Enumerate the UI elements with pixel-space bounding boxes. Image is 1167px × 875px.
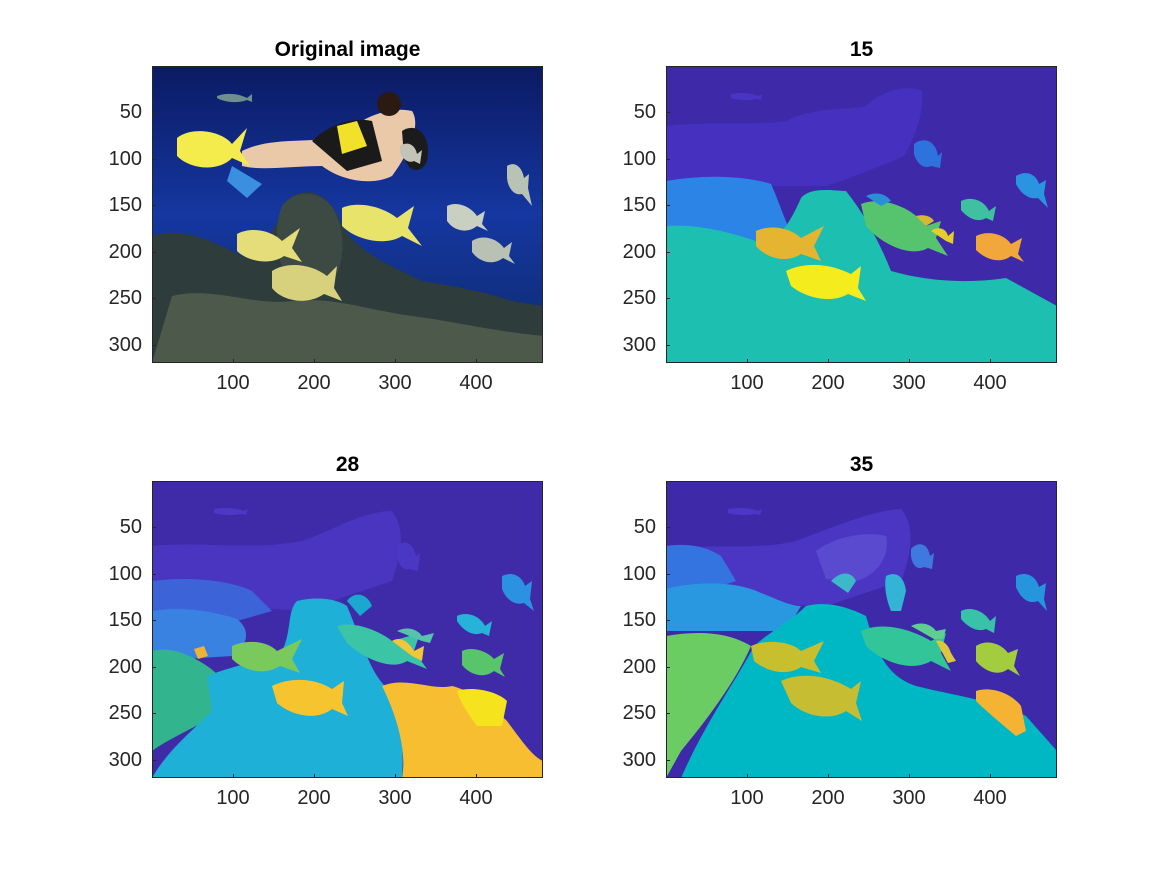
y-tick-label: 250 bbox=[108, 287, 142, 309]
x-tick-mark bbox=[233, 774, 234, 778]
x-tick-mark bbox=[233, 359, 234, 363]
x-tick-mark bbox=[476, 774, 477, 778]
y-tick-mark bbox=[152, 667, 156, 668]
x-tick-mark bbox=[909, 774, 910, 778]
x-tick-mark bbox=[828, 774, 829, 778]
x-tick-label: 400 bbox=[973, 372, 1007, 394]
x-tick-label: 300 bbox=[892, 372, 926, 394]
x-tick-label: 200 bbox=[811, 787, 845, 809]
x-tick-label: 400 bbox=[459, 372, 493, 394]
y-tick-label: 250 bbox=[622, 702, 656, 724]
x-tick-label: 100 bbox=[730, 372, 764, 394]
y-tick-mark bbox=[666, 345, 670, 346]
x-tick-mark bbox=[395, 774, 396, 778]
y-tick-mark bbox=[666, 574, 670, 575]
y-tick-label: 200 bbox=[108, 241, 142, 263]
y-tick-mark bbox=[152, 298, 156, 299]
y-tick-mark bbox=[666, 527, 670, 528]
y-tick-label: 100 bbox=[622, 563, 656, 585]
x-tick-label: 300 bbox=[378, 372, 412, 394]
y-tick-label: 300 bbox=[622, 749, 656, 771]
panel-seg35: 35 50 100 150 200 250 300 100 200 300 40… bbox=[623, 453, 1057, 809]
y-tick-label: 200 bbox=[108, 656, 142, 678]
panel-original: Original image bbox=[109, 38, 543, 394]
panel-seg15: 15 50 100 150 200 250 300 100 200 300 40… bbox=[623, 38, 1057, 394]
segmentation-map-15 bbox=[666, 66, 1057, 363]
x-tick-mark bbox=[476, 359, 477, 363]
y-tick-label: 100 bbox=[108, 148, 142, 170]
y-tick-label: 50 bbox=[119, 101, 142, 123]
x-tick-label: 400 bbox=[973, 787, 1007, 809]
x-tick-label: 200 bbox=[297, 787, 331, 809]
x-tick-mark bbox=[395, 359, 396, 363]
y-tick-mark bbox=[152, 345, 156, 346]
x-tick-label: 100 bbox=[216, 372, 250, 394]
y-tick-mark bbox=[666, 298, 670, 299]
y-tick-mark bbox=[152, 574, 156, 575]
y-tick-mark bbox=[152, 527, 156, 528]
y-tick-label: 150 bbox=[622, 194, 656, 216]
y-tick-mark bbox=[152, 252, 156, 253]
x-tick-label: 300 bbox=[892, 787, 926, 809]
y-tick-label: 150 bbox=[622, 609, 656, 631]
y-tick-label: 100 bbox=[108, 563, 142, 585]
panel-title: 35 bbox=[849, 453, 874, 476]
y-tick-mark bbox=[666, 112, 670, 113]
y-tick-label: 100 bbox=[622, 148, 656, 170]
y-tick-mark bbox=[666, 252, 670, 253]
y-tick-mark bbox=[666, 760, 670, 761]
y-tick-mark bbox=[666, 620, 670, 621]
y-tick-mark bbox=[152, 760, 156, 761]
x-tick-label: 300 bbox=[378, 787, 412, 809]
y-tick-label: 300 bbox=[622, 334, 656, 356]
y-tick-label: 50 bbox=[633, 516, 656, 538]
y-tick-mark bbox=[152, 205, 156, 206]
panel-seg28: 28 50 100 150 200 250 300 100 200 300 40… bbox=[109, 453, 543, 809]
panel-title: 28 bbox=[335, 453, 360, 476]
y-tick-label: 250 bbox=[622, 287, 656, 309]
x-tick-mark bbox=[990, 774, 991, 778]
x-tick-label: 200 bbox=[811, 372, 845, 394]
y-tick-label: 250 bbox=[108, 702, 142, 724]
panel-title: Original image bbox=[274, 38, 421, 61]
y-tick-label: 200 bbox=[622, 241, 656, 263]
y-tick-label: 50 bbox=[119, 516, 142, 538]
x-tick-mark bbox=[314, 359, 315, 363]
x-tick-mark bbox=[314, 774, 315, 778]
y-tick-label: 300 bbox=[108, 749, 142, 771]
y-tick-mark bbox=[152, 620, 156, 621]
x-tick-label: 200 bbox=[297, 372, 331, 394]
x-tick-mark bbox=[990, 359, 991, 363]
y-tick-label: 300 bbox=[108, 334, 142, 356]
x-tick-mark bbox=[747, 774, 748, 778]
y-tick-mark bbox=[666, 159, 670, 160]
y-tick-mark bbox=[666, 667, 670, 668]
y-tick-label: 150 bbox=[108, 609, 142, 631]
y-tick-mark bbox=[152, 112, 156, 113]
x-tick-label: 100 bbox=[216, 787, 250, 809]
x-tick-mark bbox=[828, 359, 829, 363]
x-tick-mark bbox=[747, 359, 748, 363]
x-tick-label: 100 bbox=[730, 787, 764, 809]
y-tick-mark bbox=[152, 159, 156, 160]
y-tick-mark bbox=[666, 205, 670, 206]
y-tick-label: 50 bbox=[633, 101, 656, 123]
x-tick-mark bbox=[909, 359, 910, 363]
x-tick-label: 400 bbox=[459, 787, 493, 809]
y-tick-label: 200 bbox=[622, 656, 656, 678]
segmentation-map-28 bbox=[152, 481, 543, 778]
y-tick-label: 150 bbox=[108, 194, 142, 216]
segmentation-map-35 bbox=[666, 481, 1057, 778]
y-tick-mark bbox=[666, 713, 670, 714]
original-photo bbox=[152, 66, 543, 363]
panel-title: 15 bbox=[849, 38, 874, 61]
y-tick-mark bbox=[152, 713, 156, 714]
